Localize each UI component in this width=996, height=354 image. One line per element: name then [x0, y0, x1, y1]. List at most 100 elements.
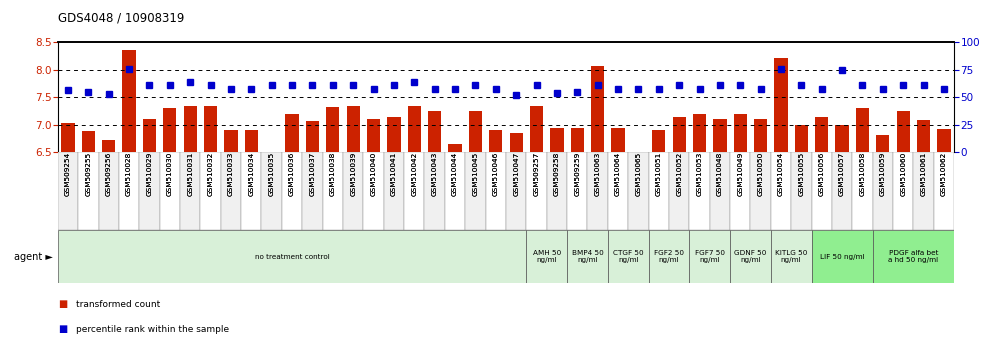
Bar	[326, 107, 340, 152]
Bar	[428, 111, 441, 152]
Text: GSM510045: GSM510045	[472, 152, 478, 196]
Bar	[99, 152, 119, 230]
Text: ■: ■	[58, 299, 67, 309]
Bar	[448, 144, 462, 152]
Text: GSM510030: GSM510030	[166, 152, 173, 196]
Text: KITLG 50
ng/ml: KITLG 50 ng/ml	[775, 250, 808, 263]
Text: GSM509257: GSM509257	[534, 152, 540, 196]
Text: GSM509255: GSM509255	[86, 152, 92, 196]
Text: GSM510064: GSM510064	[615, 152, 622, 196]
Text: GSM510063: GSM510063	[595, 152, 601, 196]
Bar	[119, 152, 139, 230]
Text: GSM510032: GSM510032	[207, 152, 213, 196]
Bar	[896, 111, 910, 152]
Bar	[771, 230, 812, 283]
Text: GSM510030: GSM510030	[166, 152, 173, 196]
Text: GSM510033: GSM510033	[228, 152, 234, 196]
Text: GSM510042: GSM510042	[411, 152, 417, 196]
Bar	[530, 105, 543, 152]
Bar	[163, 108, 176, 152]
Text: GSM510050: GSM510050	[758, 152, 764, 196]
Text: GDNF 50
ng/ml: GDNF 50 ng/ml	[734, 250, 767, 263]
Text: FGF7 50
ng/ml: FGF7 50 ng/ml	[694, 250, 725, 263]
Text: GSM510044: GSM510044	[452, 152, 458, 196]
Bar	[608, 152, 628, 230]
Bar	[506, 152, 526, 230]
Text: GSM510059: GSM510059	[879, 152, 885, 196]
Text: GSM509255: GSM509255	[86, 152, 92, 196]
Bar	[262, 152, 282, 230]
Bar	[893, 152, 913, 230]
Text: GSM509256: GSM509256	[106, 152, 112, 196]
Text: GSM510046: GSM510046	[493, 152, 499, 196]
Bar	[526, 230, 567, 283]
Bar	[815, 116, 829, 152]
Text: GSM510036: GSM510036	[289, 152, 295, 196]
Text: GSM510036: GSM510036	[289, 152, 295, 196]
Text: GSM510035: GSM510035	[269, 152, 275, 196]
Bar	[139, 152, 159, 230]
Bar	[872, 230, 954, 283]
Bar	[510, 133, 523, 152]
Text: GSM510031: GSM510031	[187, 152, 193, 196]
Text: GSM509257: GSM509257	[534, 152, 540, 196]
Text: GSM510058: GSM510058	[860, 152, 866, 196]
Text: GSM510028: GSM510028	[126, 152, 132, 196]
Text: GSM510057: GSM510057	[839, 152, 846, 196]
Bar	[62, 122, 75, 152]
Text: GSM510060: GSM510060	[900, 152, 906, 196]
Bar	[567, 230, 608, 283]
Text: GSM510029: GSM510029	[146, 152, 152, 196]
Text: GSM510037: GSM510037	[310, 152, 316, 196]
Text: GSM510055: GSM510055	[799, 152, 805, 196]
Text: GSM510047: GSM510047	[513, 152, 519, 196]
Bar	[221, 152, 241, 230]
Text: GSM510039: GSM510039	[351, 152, 357, 196]
Text: GSM510059: GSM510059	[879, 152, 885, 196]
Bar	[856, 108, 870, 152]
Bar	[730, 230, 771, 283]
Text: GSM510049: GSM510049	[737, 152, 743, 196]
Bar	[672, 116, 686, 152]
Bar	[142, 119, 156, 152]
Text: GSM510064: GSM510064	[615, 152, 622, 196]
Bar	[832, 152, 853, 230]
Bar	[876, 135, 889, 152]
Bar	[734, 114, 747, 152]
Text: no treatment control: no treatment control	[255, 254, 330, 259]
Bar	[628, 152, 648, 230]
Bar	[872, 152, 893, 230]
Text: GSM509259: GSM509259	[575, 152, 581, 196]
Bar	[102, 140, 116, 152]
Bar	[489, 130, 502, 152]
Bar	[547, 152, 567, 230]
Text: GSM510055: GSM510055	[799, 152, 805, 196]
Text: GSM510049: GSM510049	[737, 152, 743, 196]
Bar	[282, 152, 302, 230]
Text: ■: ■	[58, 324, 67, 334]
Text: GSM510043: GSM510043	[431, 152, 437, 196]
Bar	[934, 152, 954, 230]
Text: GSM510037: GSM510037	[310, 152, 316, 196]
Text: GSM510045: GSM510045	[472, 152, 478, 196]
Text: GSM510041: GSM510041	[390, 152, 397, 196]
Bar	[710, 152, 730, 230]
Text: GSM510061: GSM510061	[920, 152, 926, 196]
Text: GSM510044: GSM510044	[452, 152, 458, 196]
Bar	[58, 230, 526, 283]
Bar	[771, 152, 791, 230]
Bar	[486, 152, 506, 230]
Bar	[224, 130, 238, 152]
Text: GDS4048 / 10908319: GDS4048 / 10908319	[58, 12, 184, 25]
Text: GSM510052: GSM510052	[676, 152, 682, 196]
Text: GSM510048: GSM510048	[717, 152, 723, 196]
Bar	[791, 152, 812, 230]
Bar	[204, 105, 217, 152]
Text: GSM509259: GSM509259	[575, 152, 581, 196]
Bar	[795, 125, 808, 152]
Bar	[937, 129, 950, 152]
Bar	[612, 127, 624, 152]
Text: GSM509254: GSM509254	[65, 152, 71, 196]
Text: BMP4 50
ng/ml: BMP4 50 ng/ml	[572, 250, 604, 263]
Bar	[445, 152, 465, 230]
